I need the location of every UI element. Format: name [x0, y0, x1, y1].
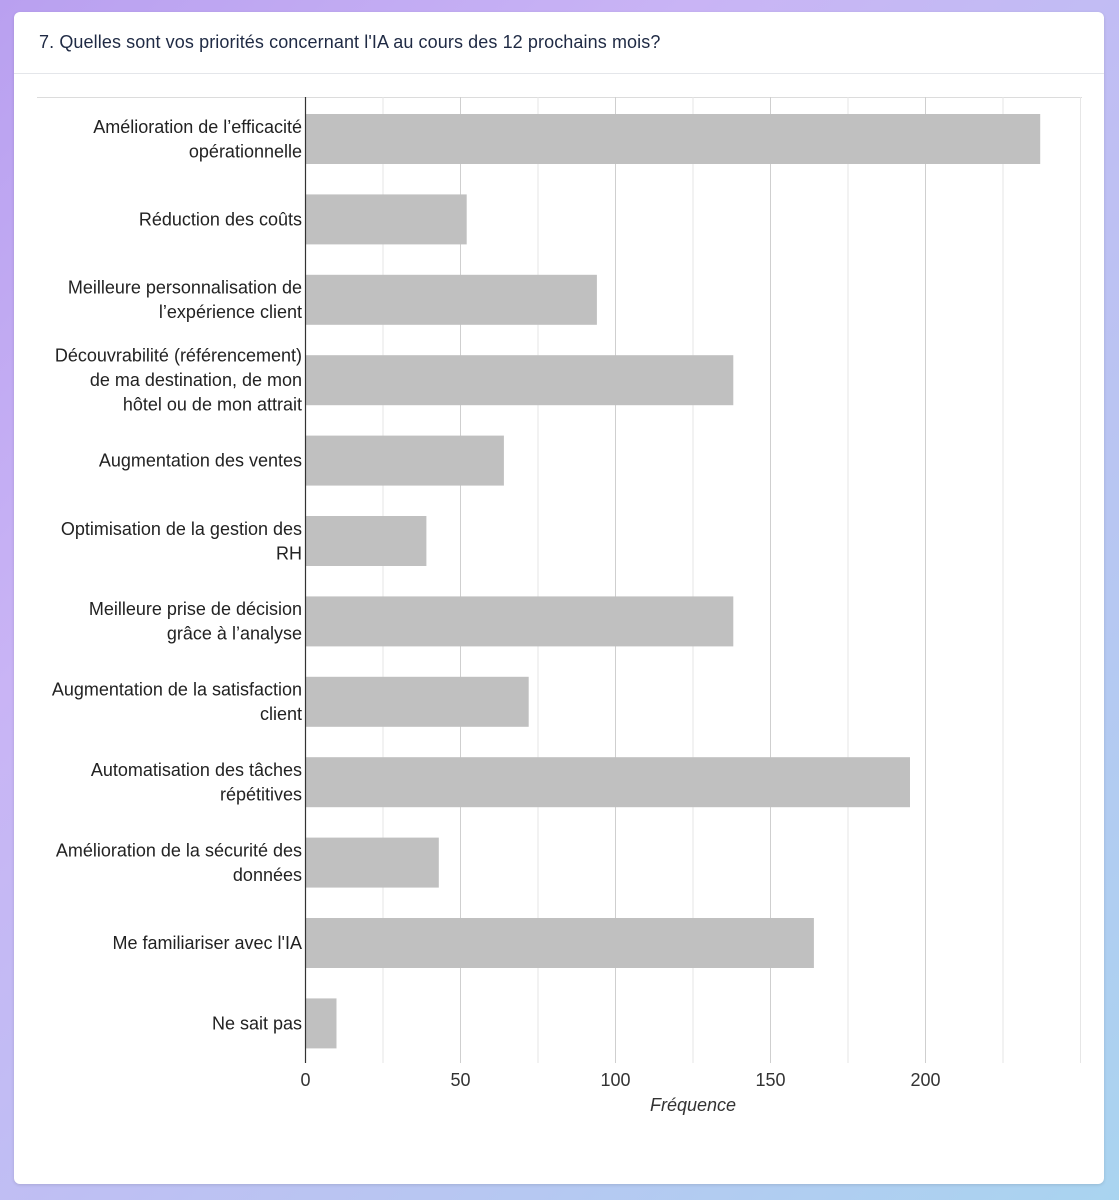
- bar: [305, 114, 1041, 164]
- bar: [305, 516, 427, 566]
- bar-chart: Amélioration de l’efficacité opérationnel…: [37, 97, 1082, 1115]
- bar: [305, 596, 734, 647]
- x-tick-label: 100: [600, 1070, 630, 1090]
- category-label: Me familiariser avec l'IA: [113, 933, 302, 953]
- category-label-line: Meilleure personnalisation de: [68, 278, 302, 298]
- category-label: Ne sait pas: [212, 1013, 302, 1033]
- bar: [305, 435, 504, 486]
- category-label-line: Meilleure prise de décision: [89, 599, 302, 619]
- category-label: Découvrabilité (référencement) de ma dest…: [55, 346, 302, 415]
- category-label-line: Ne sait pas: [212, 1013, 302, 1033]
- category-label-line: de ma destination, de mon: [90, 370, 302, 390]
- bar: [305, 194, 467, 245]
- category-label: Amélioration de l’efficacité opérationnel…: [93, 117, 302, 162]
- category-label: Optimisation de la gestion des RH: [61, 519, 302, 564]
- category-labels: Amélioration de l’efficacité opérationnel…: [52, 117, 302, 1034]
- category-label-line: répétitives: [220, 784, 302, 804]
- bar: [305, 918, 814, 968]
- bar: [305, 355, 734, 406]
- category-label: Augmentation des ventes: [99, 451, 302, 471]
- question-card: 7. Quelles sont vos priorités concernant…: [14, 12, 1104, 1184]
- x-tick-label: 50: [450, 1070, 470, 1090]
- x-tick-label: 0: [300, 1070, 310, 1090]
- category-label-line: Me familiariser avec l'IA: [113, 933, 302, 953]
- category-label: Amélioration de la sécurité des données: [56, 840, 302, 885]
- x-tick-labels: 0 50 100 150 200: [300, 1070, 940, 1090]
- category-label-line: Découvrabilité (référencement): [55, 346, 302, 366]
- chart-container: Amélioration de l’efficacité opérationnel…: [14, 12, 1104, 1184]
- category-label: Automatisation des tâches répétitives: [91, 760, 302, 805]
- category-label: Réduction des coûts: [139, 209, 302, 229]
- category-label-line: l’expérience client: [159, 302, 302, 322]
- category-label-line: Augmentation de la satisfaction: [52, 680, 302, 700]
- category-label: Meilleure personnalisation de l’expérienc…: [68, 278, 302, 323]
- category-label: Meilleure prise de décision grâce à l’ana…: [89, 599, 302, 644]
- category-label-line: Réduction des coûts: [139, 209, 302, 229]
- x-axis-title: Fréquence: [650, 1095, 736, 1115]
- bar: [305, 274, 597, 325]
- category-label-line: opérationnelle: [189, 141, 302, 161]
- card-header: 7. Quelles sont vos priorités concernant…: [14, 12, 1104, 74]
- question-title: 7. Quelles sont vos priorités concernant…: [39, 32, 661, 52]
- x-tick-label: 200: [910, 1070, 940, 1090]
- category-label-line: Augmentation des ventes: [99, 451, 302, 471]
- category-label: Augmentation de la satisfaction client: [52, 680, 302, 725]
- gridlines: [382, 97, 1081, 1063]
- category-label-line: Amélioration de la sécurité des: [56, 840, 302, 860]
- category-label-line: RH: [276, 543, 302, 563]
- bar: [305, 837, 439, 888]
- category-label-line: Optimisation de la gestion des: [61, 519, 302, 539]
- category-label-line: données: [233, 865, 302, 885]
- bar: [305, 757, 910, 808]
- bar: [305, 676, 529, 727]
- category-label-line: Amélioration de l’efficacité: [93, 117, 302, 137]
- category-label-line: Automatisation des tâches: [91, 760, 302, 780]
- bars: [305, 114, 1041, 1049]
- category-label-line: grâce à l’analyse: [167, 624, 302, 644]
- category-label-line: client: [260, 704, 302, 724]
- bar: [305, 998, 337, 1049]
- category-label-line: hôtel ou de mon attrait: [123, 395, 302, 415]
- x-tick-label: 150: [755, 1070, 785, 1090]
